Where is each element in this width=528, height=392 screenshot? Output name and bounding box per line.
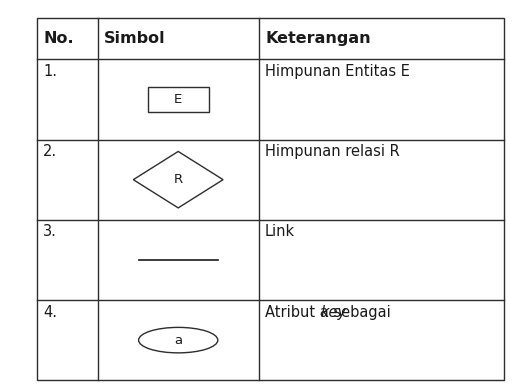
Text: key: key: [320, 305, 346, 320]
Text: Simbol: Simbol: [104, 31, 166, 46]
Text: Himpunan Entitas E: Himpunan Entitas E: [265, 64, 410, 79]
Text: a: a: [174, 334, 182, 347]
Text: E: E: [174, 93, 182, 106]
Text: 3.: 3.: [43, 225, 57, 240]
Text: No.: No.: [43, 31, 74, 46]
Polygon shape: [133, 151, 223, 208]
Text: 4.: 4.: [43, 305, 58, 320]
Text: Keterangan: Keterangan: [265, 31, 371, 46]
Bar: [37, 18, 504, 380]
Text: 1.: 1.: [43, 64, 58, 79]
Text: R: R: [174, 173, 183, 186]
Ellipse shape: [139, 327, 218, 353]
Text: Himpunan relasi R: Himpunan relasi R: [265, 144, 400, 159]
Text: Link: Link: [265, 225, 295, 240]
Text: 2.: 2.: [43, 144, 58, 159]
Bar: [148, 87, 209, 112]
Text: Atribut a sebagai: Atribut a sebagai: [265, 305, 395, 320]
